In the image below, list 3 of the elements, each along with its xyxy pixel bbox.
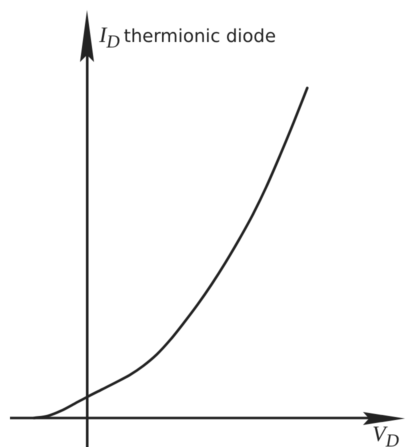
x-axis-title: V$_{D}$ bbox=[372, 421, 399, 447]
y-axis-title: I$_{D}$ bbox=[99, 22, 120, 54]
chart-title: thermionic diode bbox=[124, 26, 276, 48]
